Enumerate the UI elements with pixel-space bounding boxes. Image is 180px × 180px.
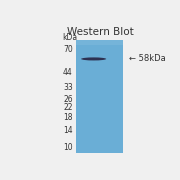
Text: 10: 10 (63, 143, 73, 152)
Text: 26: 26 (63, 95, 73, 104)
Text: 14: 14 (63, 126, 73, 135)
Text: Western Blot: Western Blot (67, 27, 134, 37)
Text: ← 58kDa: ← 58kDa (129, 54, 165, 63)
Bar (76, 40, 123, 45)
Text: kDa: kDa (62, 33, 78, 42)
Bar (76, 40, 123, 153)
Ellipse shape (81, 57, 106, 60)
Text: 33: 33 (63, 83, 73, 92)
Text: 22: 22 (63, 103, 73, 112)
Text: 44: 44 (63, 68, 73, 77)
Text: 70: 70 (63, 45, 73, 54)
Text: 18: 18 (63, 113, 73, 122)
